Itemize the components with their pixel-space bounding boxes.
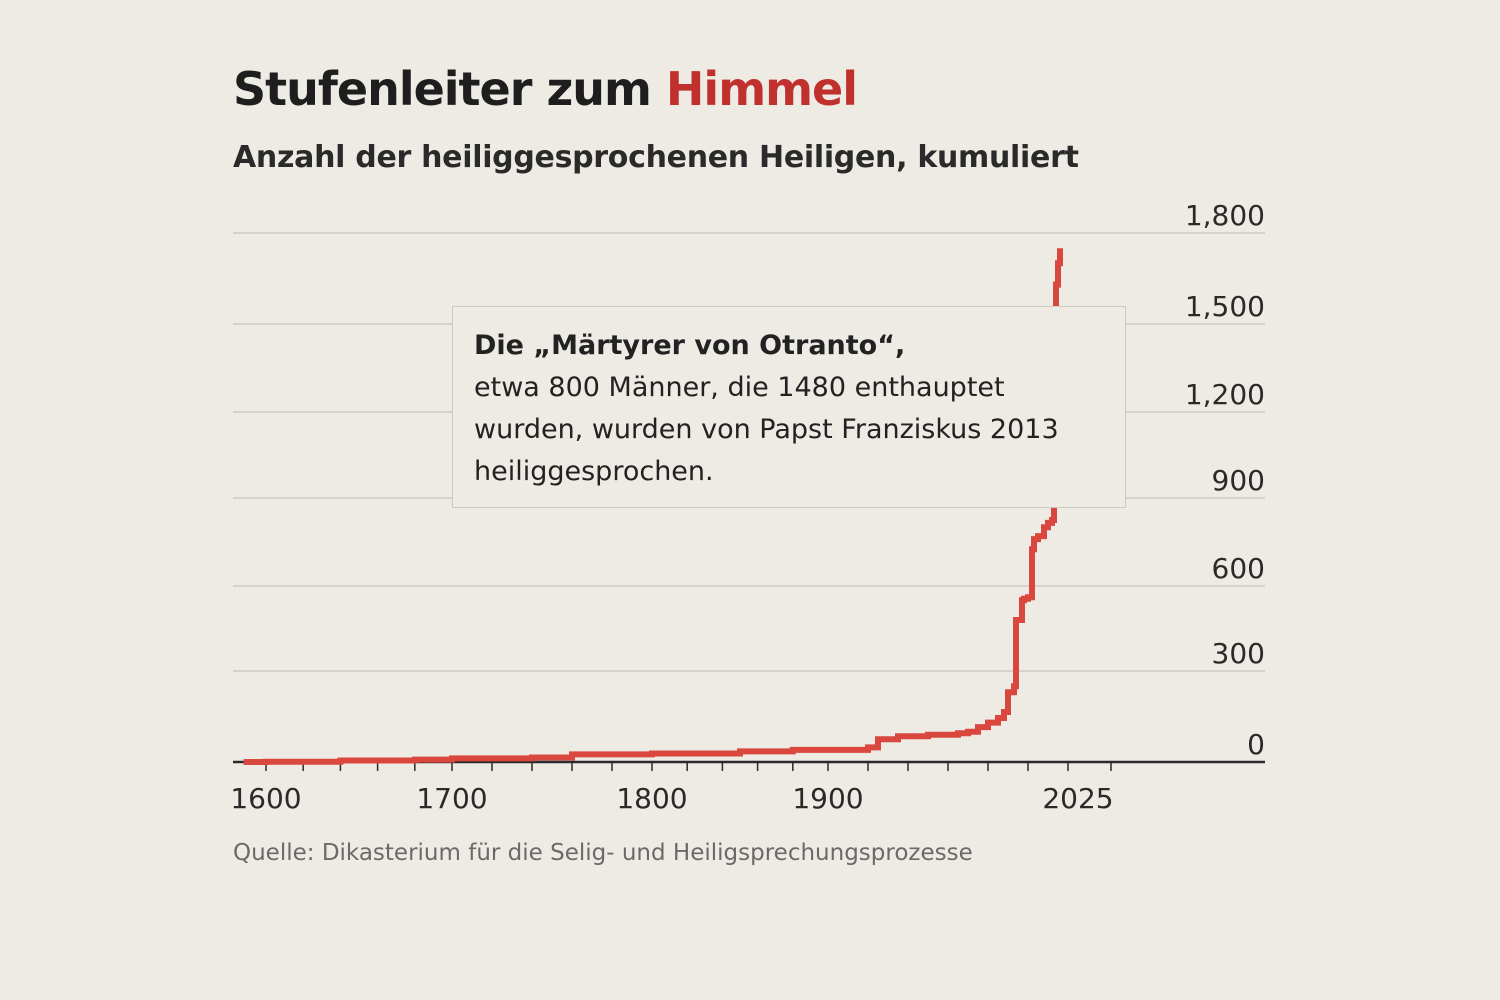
series-line-cumulative-saints xyxy=(243,248,1063,765)
y-tick-label-300: 300 xyxy=(1212,637,1265,670)
annotation-headline: Die „Märtyrer von Otranto“, xyxy=(474,330,906,361)
chart-title: Stufenleiter zum Himmel xyxy=(233,62,858,116)
y-tick-label-1500: 1,500 xyxy=(1185,290,1265,323)
annotation-box: Die „Märtyrer von Otranto“, etwa 800 Män… xyxy=(452,306,1126,508)
x-tick-label-1600: 1600 xyxy=(230,782,301,815)
annotation-line-3: heiliggesprochen. xyxy=(474,456,714,487)
chart-title-main: Stufenleiter zum xyxy=(233,62,666,116)
y-tick-label-1200: 1,200 xyxy=(1185,378,1265,411)
series-layer xyxy=(243,248,1063,765)
x-tick-label-2025: 2025 xyxy=(1042,782,1113,815)
x-tick-label-1800: 1800 xyxy=(616,782,687,815)
annotation-line-1: etwa 800 Männer, die 1480 enthauptet xyxy=(474,372,1005,403)
y-tick-label-600: 600 xyxy=(1212,552,1265,585)
x-axis: 1600 1700 1800 1900 2025 xyxy=(230,760,1265,815)
y-axis-ticks: 0 300 600 900 1,200 1,500 1,800 xyxy=(1185,199,1265,761)
y-tick-label-0: 0 xyxy=(1247,728,1265,761)
chart-title-accent: Himmel xyxy=(665,62,858,116)
source-note: Quelle: Dikasterium für die Selig- und H… xyxy=(233,840,973,866)
y-tick-label-1800: 1,800 xyxy=(1185,199,1265,232)
chart-subtitle: Anzahl der heiliggesprochenen Heiligen, … xyxy=(233,140,1079,175)
annotation-line-2: wurden, wurden von Papst Franziskus 2013 xyxy=(474,414,1059,445)
y-tick-label-900: 900 xyxy=(1212,464,1265,497)
x-tick-label-1700: 1700 xyxy=(416,782,487,815)
x-tick-label-1900: 1900 xyxy=(792,782,863,815)
